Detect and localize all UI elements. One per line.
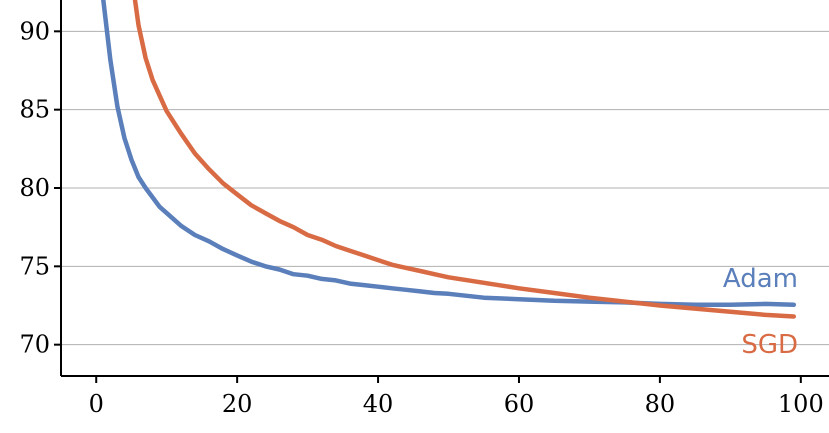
series-label-sgd: SGD <box>741 330 798 360</box>
x-tick-label: 60 <box>504 390 535 418</box>
x-tick-label: 80 <box>645 390 676 418</box>
grid-lines <box>61 30 829 346</box>
y-tick-label: 80 <box>19 174 50 202</box>
y-tick-label: 75 <box>19 252 50 280</box>
y-tick-label: 70 <box>19 331 50 359</box>
y-ticks: 70 75 80 85 90 <box>19 17 61 359</box>
x-tick-label: 100 <box>778 390 824 418</box>
series-line-sgd <box>132 0 797 319</box>
y-tick-label: 85 <box>19 96 50 124</box>
series-labels: Adam SGD <box>723 264 798 360</box>
x-ticks: 0 20 40 60 80 100 <box>89 376 824 418</box>
x-tick-label: 40 <box>363 390 394 418</box>
x-tick-label: 0 <box>89 390 104 418</box>
series-label-adam: Adam <box>723 264 798 294</box>
y-tick-label: 90 <box>19 17 50 45</box>
series-lines <box>101 0 797 319</box>
series-line-adam <box>101 0 797 307</box>
x-tick-label: 20 <box>222 390 253 418</box>
